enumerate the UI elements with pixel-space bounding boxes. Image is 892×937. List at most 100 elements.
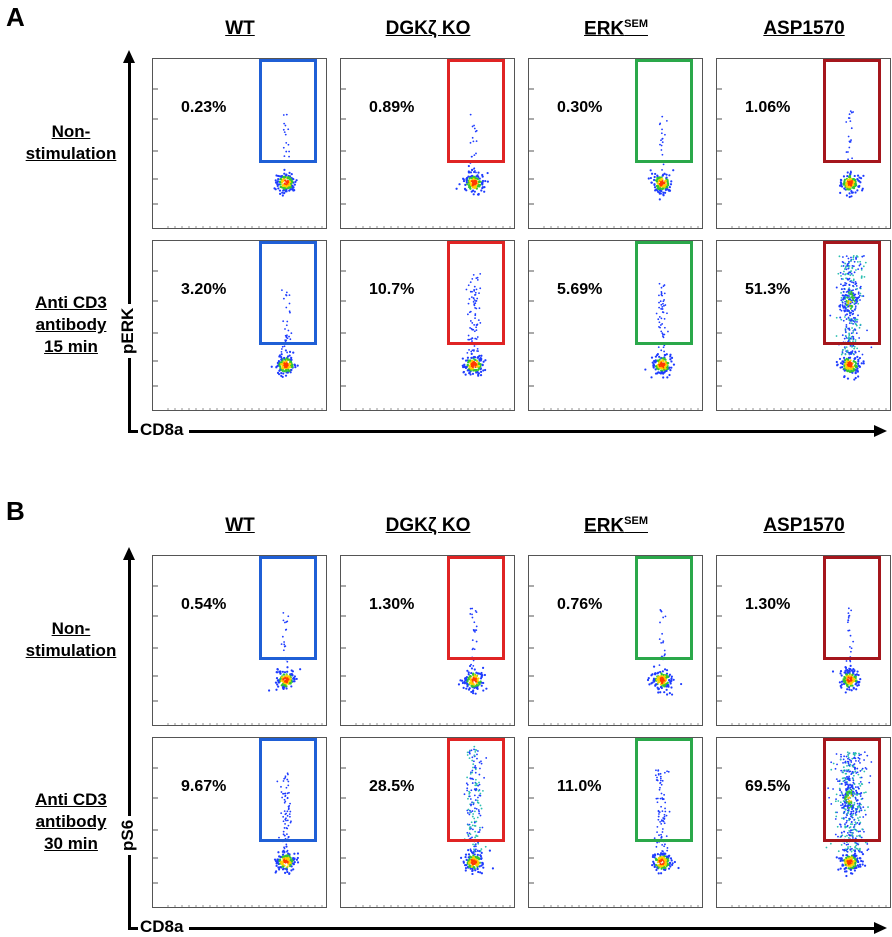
event-dot — [829, 842, 832, 845]
event-dot — [480, 675, 483, 679]
event-dot — [480, 760, 482, 763]
event-dot — [848, 667, 851, 670]
event-dot — [653, 837, 656, 840]
event-dot — [476, 279, 479, 281]
event-dot — [857, 819, 860, 822]
event-dot — [839, 789, 842, 792]
event-dot — [471, 869, 474, 872]
event-dot — [842, 817, 845, 819]
row-label-line: antibody — [35, 315, 107, 334]
event-dot — [852, 299, 855, 302]
event-dot — [660, 144, 663, 147]
scatter-dots — [529, 585, 699, 725]
x-axis-arrow-icon — [874, 922, 887, 934]
event-dot — [475, 864, 478, 867]
event-dot — [280, 369, 283, 372]
event-dot — [276, 683, 279, 686]
event-dot — [287, 805, 290, 808]
event-dot — [656, 801, 659, 804]
event-dot — [469, 798, 472, 800]
event-dot — [474, 845, 477, 848]
event-dot — [481, 861, 484, 864]
event-dot — [659, 179, 662, 182]
event-dot — [471, 189, 475, 192]
event-dot — [477, 183, 480, 187]
event-dot — [825, 846, 828, 849]
event-dot — [480, 354, 483, 357]
event-dot — [465, 365, 468, 369]
event-dot — [281, 183, 285, 187]
event-dot — [659, 853, 662, 856]
event-dot — [864, 261, 867, 264]
event-dot — [661, 323, 664, 325]
event-dot — [472, 801, 475, 804]
event-dot — [859, 795, 862, 797]
event-dot — [654, 172, 657, 176]
event-dot — [658, 788, 661, 791]
event-dot — [848, 182, 851, 185]
event-dot — [282, 677, 285, 681]
event-dot — [469, 675, 472, 678]
event-dot — [858, 809, 861, 812]
event-dot — [659, 678, 663, 681]
event-dot — [855, 285, 858, 287]
event-dot — [849, 634, 852, 637]
event-dot — [850, 362, 853, 365]
event-dot — [842, 182, 845, 186]
event-dot — [840, 275, 842, 277]
column-title-text: WT — [225, 18, 255, 39]
event-dot — [280, 371, 283, 375]
event-dot — [292, 868, 295, 871]
event-dot — [844, 331, 847, 334]
event-dot — [860, 268, 863, 271]
event-dot — [475, 152, 477, 155]
event-dot — [475, 686, 478, 690]
event-dot — [286, 351, 289, 354]
event-dot — [283, 810, 286, 813]
event-dot — [851, 266, 854, 269]
event-dot — [466, 369, 469, 372]
event-dot — [854, 307, 857, 309]
event-dot — [666, 847, 669, 849]
event-dot — [464, 869, 467, 872]
event-dot — [845, 800, 848, 803]
gate-box — [447, 738, 505, 842]
event-dot — [274, 681, 278, 684]
event-dot — [658, 306, 661, 309]
event-dot — [867, 806, 869, 808]
event-dot — [284, 334, 287, 337]
column-title-asp: ASP1570 — [714, 18, 892, 40]
event-dot — [846, 683, 849, 687]
event-dot — [859, 816, 861, 819]
event-dot — [286, 850, 288, 853]
event-dot — [858, 752, 860, 755]
event-dot — [285, 306, 288, 309]
event-dot — [856, 260, 859, 263]
row-label-line: Anti CD3 — [35, 790, 107, 809]
event-dot — [852, 828, 854, 831]
event-dot — [661, 864, 664, 868]
event-dot — [474, 170, 476, 172]
event-dot — [862, 816, 865, 818]
event-dot — [480, 807, 483, 810]
event-dot — [660, 349, 663, 352]
column-title-text: WT — [225, 515, 255, 536]
event-dot — [857, 360, 860, 363]
event-dot — [845, 121, 848, 123]
event-dot — [852, 310, 855, 313]
event-dot — [475, 300, 477, 302]
event-dot — [466, 680, 469, 683]
event-dot — [846, 171, 849, 174]
event-dot — [473, 349, 475, 351]
scatter-dots — [341, 270, 511, 410]
event-dot — [458, 183, 461, 186]
event-dot — [284, 133, 287, 136]
event-dot — [474, 610, 477, 612]
event-dot — [477, 681, 480, 684]
event-dot — [474, 778, 477, 781]
event-dot — [483, 776, 485, 779]
event-dot — [286, 870, 289, 874]
event-dot — [475, 365, 478, 368]
event-dot — [464, 677, 467, 680]
event-dot — [663, 771, 666, 774]
